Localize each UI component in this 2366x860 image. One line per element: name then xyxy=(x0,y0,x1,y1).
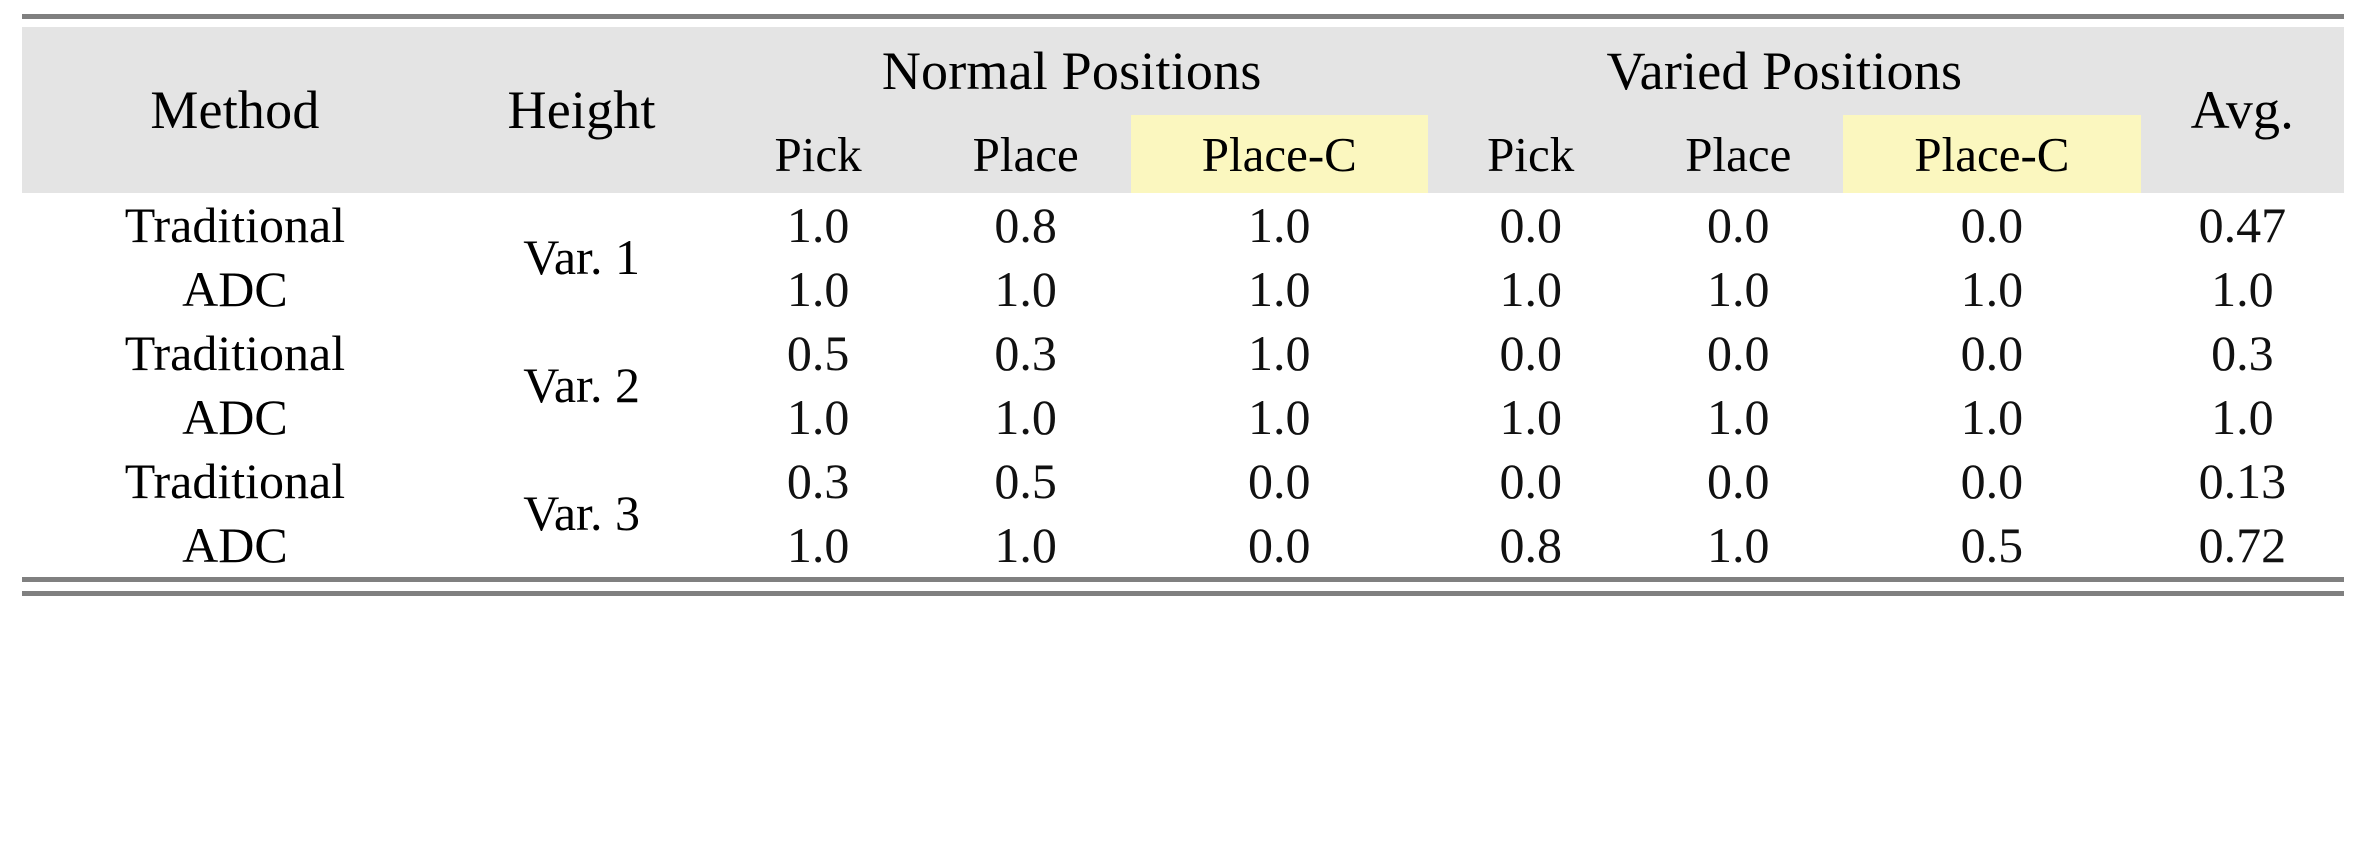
cell-normal-pick: 1.0 xyxy=(786,389,850,445)
cell-method: Traditional xyxy=(124,325,346,381)
cell-varied-place-c: 1.0 xyxy=(1960,261,2024,317)
cell-normal-place: 1.0 xyxy=(994,389,1057,445)
cell-avg: 1.0 xyxy=(2211,389,2274,445)
cell-avg: 0.72 xyxy=(2198,517,2287,573)
cell-normal-place: 0.5 xyxy=(994,453,1057,509)
cell-normal-pick: 0.3 xyxy=(786,453,850,509)
cell-normal-place-c: 1.0 xyxy=(1248,325,1311,381)
cell-varied-place: 0.0 xyxy=(1707,197,1770,253)
table-bottom-outer-rule xyxy=(22,591,2344,596)
cell-normal-place-c: 0.0 xyxy=(1248,453,1311,509)
cell-normal-place-c: 0.0 xyxy=(1248,517,1311,573)
cell-varied-place-c: 0.5 xyxy=(1960,517,2024,573)
cell-varied-place: 1.0 xyxy=(1707,517,1770,573)
column-group-header-normal-positions: Normal Positions xyxy=(715,27,1428,115)
cell-normal-place: 1.0 xyxy=(994,261,1057,317)
cell-normal-pick: 0.5 xyxy=(786,325,850,381)
table-row: Traditional Var. 3 0.3 0.5 0.0 0.0 0.0 0… xyxy=(22,449,2344,538)
subcolumn-header-varied-place-c: Place-C xyxy=(1843,115,2141,193)
cell-normal-place-c: 1.0 xyxy=(1248,389,1311,445)
cell-varied-pick: 0.0 xyxy=(1499,453,1562,509)
performance-table: Method Height Normal Positions Varied Po… xyxy=(22,27,2344,577)
subcolumn-header-normal-place-c: Place-C xyxy=(1130,115,1428,193)
cell-method: ADC xyxy=(182,261,288,317)
column-header-avg: Avg. xyxy=(2140,27,2344,193)
cell-method: ADC xyxy=(182,389,288,445)
cell-varied-place-c: 1.0 xyxy=(1960,389,2024,445)
cell-method: ADC xyxy=(182,517,288,573)
cell-varied-pick: 0.8 xyxy=(1499,517,1562,573)
cell-normal-pick: 1.0 xyxy=(786,517,850,573)
cell-normal-place-c: 1.0 xyxy=(1248,261,1311,317)
cell-varied-place-c: 0.0 xyxy=(1960,453,2024,509)
cell-method: Traditional xyxy=(124,197,346,253)
subcolumn-header-varied-place: Place xyxy=(1633,115,1844,193)
cell-height: Var. 2 xyxy=(523,357,640,413)
cell-avg: 0.47 xyxy=(2198,197,2287,253)
cell-normal-pick: 1.0 xyxy=(786,261,850,317)
table-body: Traditional Var. 1 1.0 0.8 1.0 0.0 0.0 0… xyxy=(22,193,2344,577)
cell-varied-place: 0.0 xyxy=(1707,325,1770,381)
cell-normal-place: 0.8 xyxy=(994,197,1057,253)
cell-normal-place-c: 1.0 xyxy=(1248,197,1311,253)
subcolumn-header-varied-pick: Pick xyxy=(1428,115,1634,193)
cell-normal-place: 0.3 xyxy=(994,325,1057,381)
table-top-rule xyxy=(22,14,2344,19)
cell-varied-place-c: 0.0 xyxy=(1960,325,2024,381)
subcolumn-header-normal-pick: Pick xyxy=(715,115,921,193)
cell-varied-place: 1.0 xyxy=(1707,261,1770,317)
cell-avg: 0.13 xyxy=(2198,453,2287,509)
cell-avg: 1.0 xyxy=(2211,261,2274,317)
column-group-header-varied-positions: Varied Positions xyxy=(1428,27,2141,115)
cell-method: Traditional xyxy=(124,453,346,509)
subcolumn-header-normal-place: Place xyxy=(920,115,1131,193)
table-row: ADC 1.0 1.0 0.0 0.8 1.0 0.5 0.72 xyxy=(22,513,2344,577)
column-header-method: Method xyxy=(22,27,448,193)
table-row: Traditional Var. 2 0.5 0.3 1.0 0.0 0.0 0… xyxy=(22,321,2344,410)
table-row: ADC 1.0 1.0 1.0 1.0 1.0 1.0 1.0 xyxy=(22,257,2344,321)
cell-height: Var. 1 xyxy=(523,229,640,285)
cell-varied-place: 0.0 xyxy=(1707,453,1770,509)
cell-normal-place: 1.0 xyxy=(994,517,1057,573)
cell-varied-place: 1.0 xyxy=(1707,389,1770,445)
table-row: ADC 1.0 1.0 1.0 1.0 1.0 1.0 1.0 xyxy=(22,385,2344,449)
cell-normal-pick: 1.0 xyxy=(786,197,850,253)
cell-varied-pick: 0.0 xyxy=(1499,325,1562,381)
cell-varied-pick: 0.0 xyxy=(1499,197,1562,253)
header-group-row: Method Height Normal Positions Varied Po… xyxy=(22,27,2344,193)
table-head: Method Height Normal Positions Varied Po… xyxy=(22,27,2344,193)
cell-avg: 0.3 xyxy=(2211,325,2274,381)
column-header-height: Height xyxy=(447,27,716,193)
table-row: Traditional Var. 1 1.0 0.8 1.0 0.0 0.0 0… xyxy=(22,193,2344,282)
header-subcolumn-row: Pick Place Place-C Pick Place Place-C xyxy=(22,115,2344,193)
cell-height: Var. 3 xyxy=(523,485,640,541)
cell-varied-pick: 1.0 xyxy=(1499,389,1562,445)
cell-varied-place-c: 0.0 xyxy=(1960,197,2024,253)
table-bottom-inner-rule xyxy=(22,577,2344,582)
cell-varied-pick: 1.0 xyxy=(1499,261,1562,317)
